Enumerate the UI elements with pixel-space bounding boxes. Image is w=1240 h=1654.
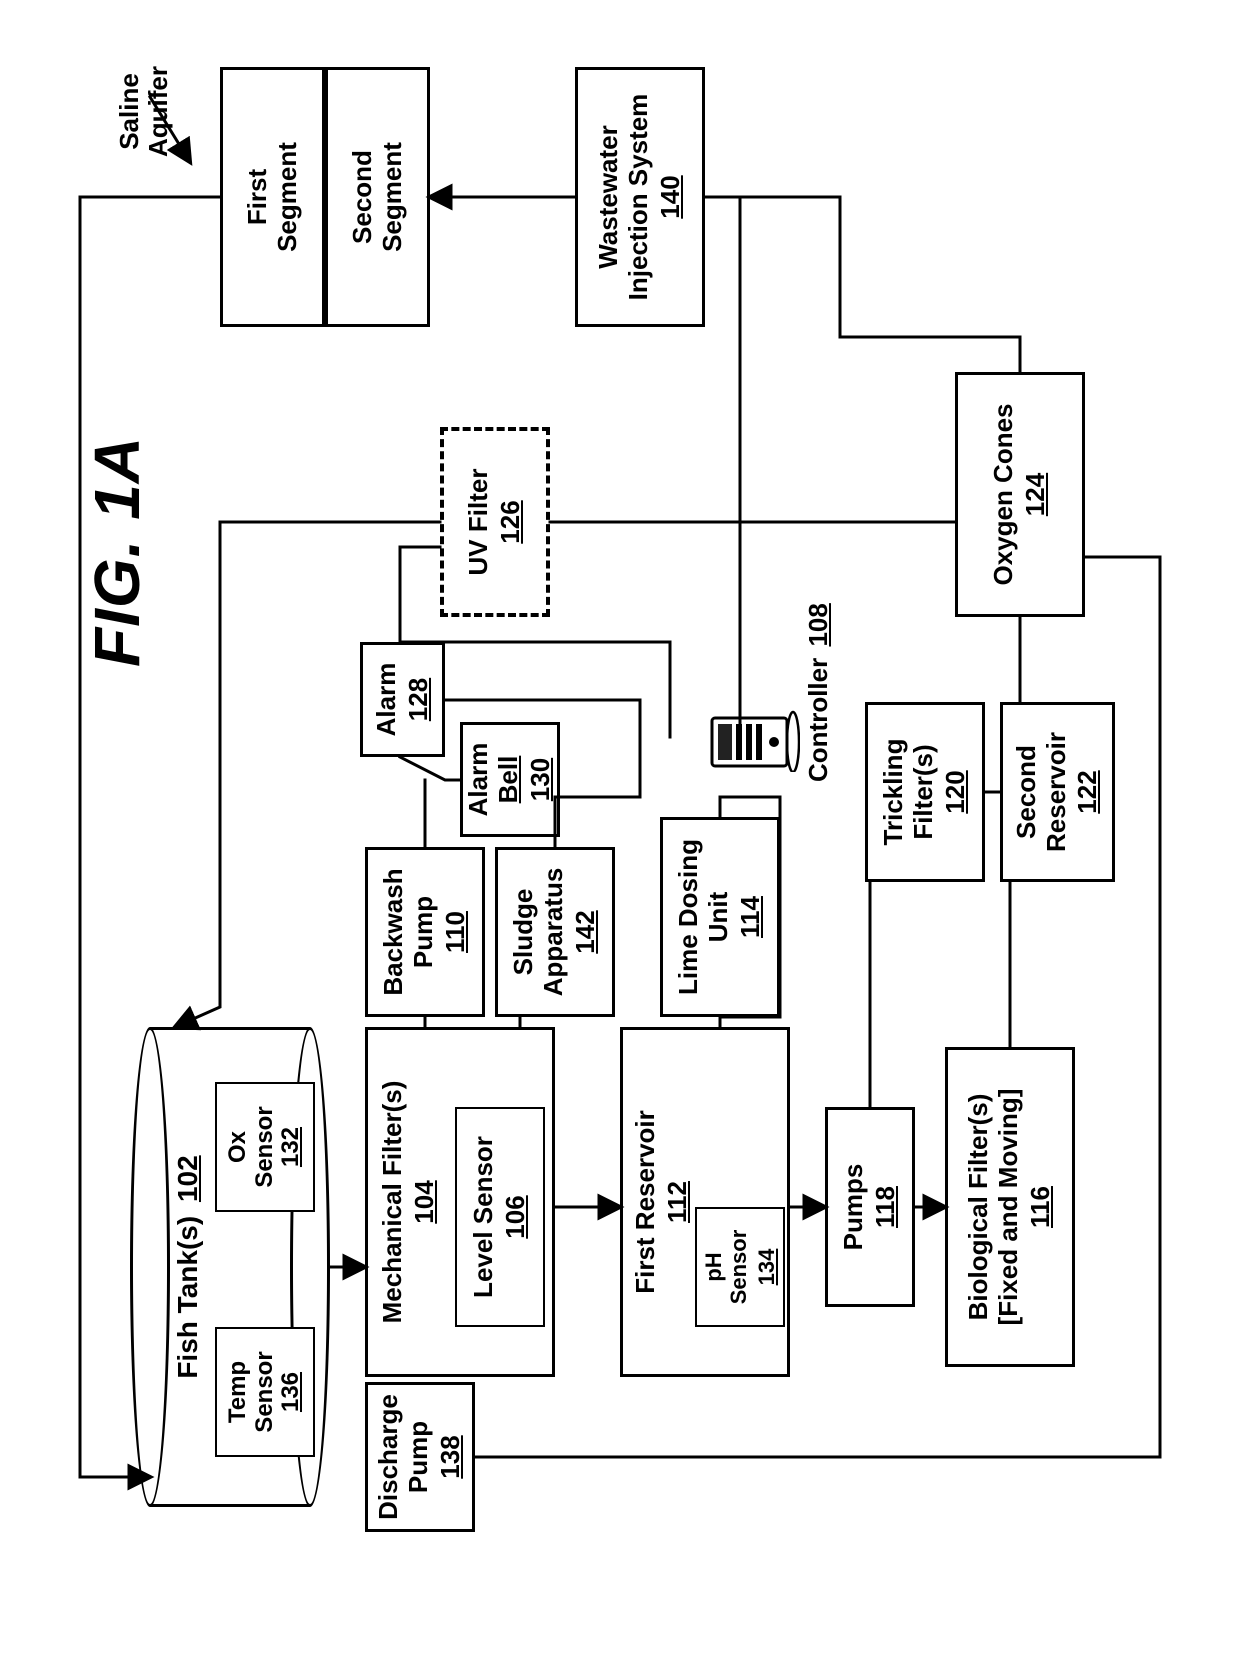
aq2-l1: Second (348, 150, 378, 244)
controller-icon (710, 702, 805, 772)
ld-l1: Lime Dosing (674, 839, 704, 995)
oc-l1: Oxygen Cones (989, 403, 1019, 585)
trickling-filter-box: Trickling Filter(s) 120 (865, 702, 985, 882)
discharge-ref: 138 (436, 1435, 466, 1478)
second-reservoir-box: Second Reservoir 122 (1000, 702, 1115, 882)
ph-sensor-box: pH Sensor 134 (695, 1207, 785, 1327)
alarm-bell-box: Alarm Bell 130 (460, 722, 560, 837)
ab-ref: 130 (526, 758, 556, 801)
ab-l2: Bell (494, 756, 524, 804)
sl-l1: Sludge (509, 889, 539, 976)
aq1-l1: First (243, 169, 273, 225)
discharge-l2: Pump (404, 1421, 434, 1493)
ox-ref: 132 (278, 1127, 304, 1167)
controller-label: Controller 108 (803, 603, 834, 782)
fr-ref: 112 (663, 1181, 693, 1223)
bw-ref: 110 (441, 911, 471, 953)
bw-l2: Pump (409, 896, 439, 968)
ww-l2: Injection System (624, 94, 654, 301)
mech-l1: Mechanical Filter(s) (378, 1081, 408, 1324)
level-l1: Level Sensor (469, 1136, 499, 1298)
lime-dosing-box: Lime Dosing Unit 114 (660, 817, 780, 1017)
oxygen-cones-box: Oxygen Cones 124 (955, 372, 1085, 617)
temp-l2: Sensor (252, 1351, 278, 1432)
diagram-canvas: FIG. 1A Saline Aquifer Fish Tank(s) 102 … (20, 27, 1220, 1627)
fish-tank-text: Fish Tank(s) (172, 1216, 203, 1379)
pu-ref: 118 (871, 1186, 901, 1228)
saline-line1: Saline (114, 73, 144, 150)
wastewater-box: Wastewater Injection System 140 (575, 67, 705, 327)
ctrl-text: Controller (803, 658, 833, 782)
pu-l1: Pumps (839, 1164, 869, 1251)
sr-l1: Second (1012, 745, 1042, 839)
sl-ref: 142 (571, 910, 601, 953)
alarm-box: Alarm 128 (360, 642, 445, 757)
mech-ref: 104 (410, 1180, 440, 1223)
uv-l1: UV Filter (464, 469, 494, 576)
sr-ref: 122 (1073, 770, 1103, 813)
aquifer-second-segment: Second Segment (325, 67, 430, 327)
bio-l2: [Fixed and Moving] (994, 1089, 1024, 1326)
ox-sensor-box: Ox Sensor 132 (215, 1082, 315, 1212)
ph-ref: 134 (754, 1249, 779, 1286)
aq1-l2: Segment (273, 142, 303, 252)
level-sensor-box: Level Sensor 106 (455, 1107, 545, 1327)
backwash-pump-box: Backwash Pump 110 (365, 847, 485, 1017)
ox-l2: Sensor (252, 1106, 278, 1187)
sr-l2: Reservoir (1042, 732, 1072, 852)
al-l1: Alarm (372, 663, 402, 737)
oc-ref: 124 (1021, 473, 1051, 516)
tr-l1: Trickling (879, 739, 909, 846)
aq2-l2: Segment (378, 142, 408, 252)
uv-ref: 126 (496, 500, 526, 543)
saline-aquifer-label: Saline Aquifer (115, 66, 172, 157)
ph-l2: Sensor (726, 1230, 751, 1305)
ww-ref: 140 (656, 175, 686, 218)
tr-l2: Filter(s) (909, 744, 939, 839)
temp-sensor-box: Temp Sensor 136 (215, 1327, 315, 1457)
saline-line2: Aquifer (143, 66, 173, 157)
ld-l2: Unit (704, 892, 734, 943)
ctrl-ref: 108 (803, 603, 833, 646)
pumps-box: Pumps 118 (825, 1107, 915, 1307)
discharge-l1: Discharge (374, 1394, 404, 1520)
al-ref: 128 (404, 678, 434, 721)
biological-filter-box: Biological Filter(s) [Fixed and Moving] … (945, 1047, 1075, 1367)
ld-ref: 114 (736, 896, 766, 938)
fish-tank-cylinder: Fish Tank(s) 102 Temp Sensor 136 Ox Sens… (130, 1027, 330, 1507)
ox-l1: Ox (225, 1131, 251, 1163)
temp-l1: Temp (225, 1361, 251, 1423)
figure-title-text: FIG. 1A (81, 436, 153, 667)
sludge-box: Sludge Apparatus 142 (495, 847, 615, 1017)
discharge-pump-box: Discharge Pump 138 (365, 1382, 475, 1532)
ww-l1: Wastewater (594, 125, 624, 269)
bw-l1: Backwash (379, 868, 409, 995)
bio-ref: 116 (1026, 1186, 1056, 1228)
sl-l2: Apparatus (539, 868, 569, 997)
level-ref: 106 (501, 1195, 531, 1238)
ab-l1: Alarm (464, 743, 494, 817)
bio-l1: Biological Filter(s) (964, 1094, 994, 1321)
uv-filter-box: UV Filter 126 (440, 427, 550, 617)
aquifer-first-segment: First Segment (220, 67, 325, 327)
tr-ref: 120 (941, 770, 971, 813)
temp-ref: 136 (278, 1372, 304, 1412)
fish-tank-ref: 102 (172, 1155, 203, 1202)
fr-l1: First Reservoir (631, 1110, 661, 1294)
ph-l1: pH (701, 1252, 726, 1281)
figure-title: FIG. 1A (80, 436, 154, 667)
fish-tank-label: Fish Tank(s) 102 (172, 1027, 204, 1507)
